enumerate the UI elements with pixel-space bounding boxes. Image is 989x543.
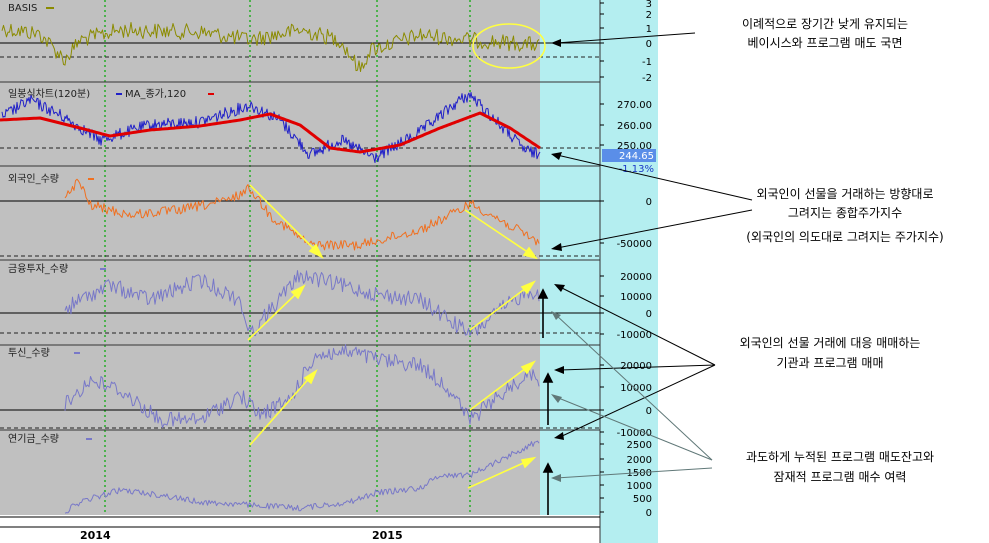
foreign-line: [64, 178, 540, 251]
annotation-pointers-gray: [555, 314, 713, 479]
annotation-foreign-line2: 그려지는 종합주가지수: [788, 206, 902, 220]
trend-arrow: [464, 209, 533, 256]
trend-arrow: [467, 459, 531, 489]
y-tick-label: 500: [633, 494, 652, 505]
financial-line: [64, 270, 540, 337]
y-tick-label: 10000: [620, 292, 652, 303]
y-tick-label: 0: [646, 197, 652, 208]
vertical-gridlines: [104, 0, 471, 515]
annotation-foreign-line3: (외국인의 의도대로 그려지는 주가지수): [746, 230, 943, 244]
trend-arrowhead: [522, 246, 538, 260]
basis-title: BASIS: [8, 3, 37, 14]
panel-separators: [0, 0, 601, 543]
trend-arrow: [249, 374, 313, 446]
y-tick-label: 20000: [620, 272, 652, 283]
y-tick-label: 0: [646, 406, 652, 417]
trend-arrowhead: [290, 284, 306, 300]
last-price-value: 244.65: [619, 151, 654, 162]
annotation-institution-line2: 기관과 프로그램 매매: [777, 356, 884, 370]
financial-title: 금융투자_수량: [8, 263, 68, 275]
y-tick-label: 260.00: [617, 121, 652, 132]
axis-area: [600, 0, 658, 543]
trend-arrowhead: [520, 456, 537, 469]
y-tick-label: 2: [646, 10, 652, 21]
trend-arrowhead: [303, 368, 318, 385]
annotation-program-line2: 잠재적 프로그램 매수 여력: [774, 470, 907, 484]
projection-arrows: [537, 288, 554, 515]
ma-legend: MA_종가,120: [125, 88, 186, 100]
y-tick-label: 270.00: [617, 100, 652, 111]
y-tick-label: 1000: [627, 481, 652, 492]
trend-arrow: [469, 364, 531, 411]
trend-arrows: [247, 184, 538, 489]
trend-arrow: [247, 289, 301, 341]
annotation-institution-line1: 외국인의 선물 거래에 대응 매매하는: [740, 336, 921, 350]
annotation-foreign-line1: 외국인이 선물을 거래하는 방향대로: [756, 187, 933, 201]
plot-area: [0, 0, 540, 515]
last-price-change: -1.13%: [619, 164, 654, 175]
y-tick-label: 20000: [620, 361, 652, 372]
x-label-2014: 2014: [80, 529, 111, 542]
y-axis-ticks: 3210-1-2270.00260.00250.000-500002000010…: [600, 0, 652, 519]
trend-arrowhead: [520, 280, 537, 295]
y-tick-label: 3: [646, 0, 652, 10]
y-tick-label: -50000: [617, 239, 652, 250]
y-tick-label: 2000: [627, 455, 652, 466]
price-title: 일봉식차트(120분): [8, 88, 90, 100]
x-axis-bar: [0, 515, 600, 543]
y-tick-label: -10000: [617, 330, 652, 341]
y-tick-label: 2500: [627, 440, 652, 451]
y-tick-label: -2: [642, 73, 652, 84]
basis-line: [1, 22, 540, 72]
dashed-reference-lines: [0, 56, 600, 429]
annotation-program-line1: 과도하게 누적된 프로그램 매도잔고와: [746, 450, 934, 464]
annotation-basis-line1: 이례적으로 장기간 낮게 유지되는: [742, 17, 908, 31]
y-tick-label: 1: [646, 24, 652, 35]
basis-highlight-ellipse: [472, 23, 546, 69]
reference-lines: [0, 42, 600, 518]
trust-title: 투신_수량: [8, 347, 50, 359]
last-price-badge: [602, 149, 656, 162]
annotation-arrowheads: [551, 39, 565, 440]
trend-arrow: [249, 184, 319, 254]
y-tick-label: -1: [642, 57, 652, 68]
projection-area: [540, 0, 600, 515]
annotation-basis-line2: 베이시스와 프로그램 매도 국면: [748, 36, 903, 50]
pension-line: [64, 440, 540, 514]
x-label-2015: 2015: [372, 529, 403, 542]
panel-titles: BASIS 일봉식차트(120분) MA_종가,120 외국인_수량 금융투자_…: [8, 3, 214, 445]
annotations: 이례적으로 장기간 낮게 유지되는 베이시스와 프로그램 매도 국면 외국인이 …: [740, 17, 944, 484]
ma-line: [0, 111, 541, 154]
y-tick-label: 250.00: [617, 141, 652, 152]
trend-arrowhead: [520, 360, 537, 375]
y-tick-label: 0: [646, 508, 652, 519]
y-tick-label: 10000: [620, 383, 652, 394]
annotation-pointers: [555, 32, 753, 438]
trend-arrowhead: [308, 243, 324, 259]
foreign-title: 외국인_수량: [8, 173, 59, 185]
y-tick-label: 0: [646, 39, 652, 50]
pension-title: 연기금_수량: [8, 433, 59, 445]
y-tick-label: -10000: [617, 428, 652, 439]
annotation-arrowheads-gray: [551, 311, 562, 482]
y-tick-label: 1500: [627, 468, 652, 479]
trend-arrow: [469, 284, 531, 331]
y-tick-label: 0: [646, 309, 652, 320]
series-layer: [0, 22, 541, 514]
